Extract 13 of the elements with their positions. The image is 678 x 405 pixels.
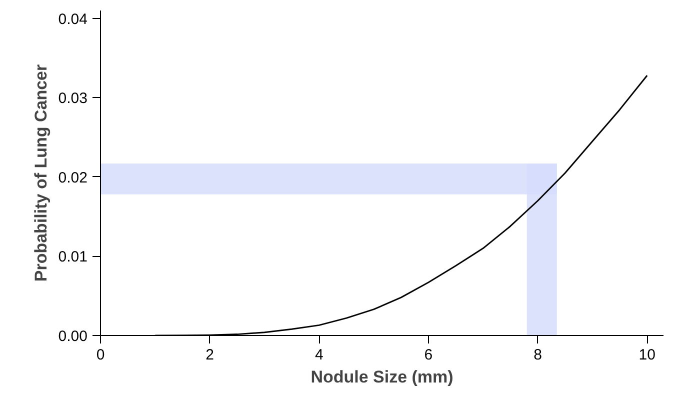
x-tick-label: 6 [424,346,433,364]
y-tick-label: 0.03 [58,90,88,108]
x-tick-label: 4 [314,346,324,364]
y-tick-label: 0.00 [58,328,88,345]
y-tick-label: 0.02 [58,169,88,186]
y-axis-title: Probability of Lung Cancer [31,64,50,282]
x-tick-label: 0 [96,346,105,364]
x-axis-title: Nodule Size (mm) [310,368,454,386]
x-tick-label: 10 [638,346,656,364]
y-tick-label: 0.04 [58,10,88,28]
y-tick-label: 0.01 [58,248,88,266]
x-tick-label: 2 [206,346,214,364]
x-tick-label: 8 [534,346,542,364]
